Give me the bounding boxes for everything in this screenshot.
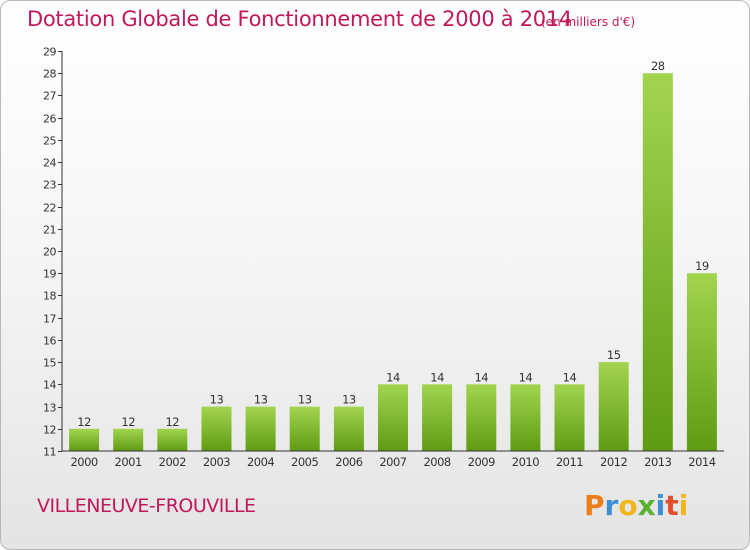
bar-data-label: 14 [430,370,444,384]
bar-data-label: 14 [386,370,400,384]
bar [422,384,453,451]
bar-data-label: 12 [77,415,91,429]
x-tick-label: 2004 [247,455,274,469]
x-tick-label: 2011 [556,455,583,469]
x-tick-label: 2006 [335,455,362,469]
y-tick-label: 28 [43,68,56,81]
y-tick-label: 24 [43,157,56,170]
x-tick-label: 2002 [159,455,186,469]
bar-data-label: 12 [165,415,179,429]
bar [554,384,585,451]
y-tick-label: 11 [43,446,56,459]
bar [157,428,188,451]
bar-data-label: 13 [210,393,224,407]
x-tick-label: 2008 [423,455,450,469]
y-tick-label: 25 [43,135,56,148]
y-tick-label: 29 [43,46,56,59]
x-tick-label: 2007 [379,455,406,469]
x-tick-label: 2000 [70,455,97,469]
y-tick-label: 22 [43,202,56,215]
y-tick-label: 27 [43,90,56,103]
bar [333,406,364,451]
bar [598,362,629,451]
bar-data-label: 14 [474,370,488,384]
y-tick-label: 26 [43,113,56,126]
x-tick-label: 2010 [512,455,539,469]
bar [245,406,276,451]
y-tick-label: 16 [43,335,56,348]
chart-subtitle: (en milliers d'€) [541,15,636,29]
x-tick-label: 2001 [115,455,142,469]
proxiti-logo: Proxiti [584,489,689,522]
y-tick-label: 14 [43,379,56,392]
y-tick-label: 19 [43,268,56,281]
bar-data-label: 13 [298,393,312,407]
y-tick-label: 18 [43,290,56,303]
x-tick-label: 2013 [644,455,671,469]
bars: 12 12 12 13 13 13 13 14 14 14 14 14 15 28 19 [69,59,717,451]
x-tick-label: 2005 [291,455,318,469]
x-tick-label: 2009 [468,455,495,469]
x-tick-label: 2014 [688,455,715,469]
bar-data-label: 12 [121,415,135,429]
bar-data-label: 19 [695,259,709,273]
y-tick-label: 12 [43,424,56,437]
bar [642,73,673,451]
bar-data-label: 14 [563,370,577,384]
commune-name: VILLENEUVE-FROUVILLE [37,495,256,517]
x-tick-label: 2003 [203,455,230,469]
bar-data-label: 13 [342,393,356,407]
x-tick-label: 2012 [600,455,627,469]
bar [466,384,497,451]
bar [69,428,100,451]
y-tick-label: 20 [43,246,56,259]
bar-data-label: 14 [519,370,533,384]
y-tick-label: 23 [43,179,56,192]
chart-title: Dotation Globale de Fonctionnement de 20… [27,7,572,31]
bar [113,428,144,451]
y-tick-label: 21 [43,224,56,237]
bar [510,384,541,451]
bar [378,384,408,451]
bar-data-label: 28 [651,59,665,73]
bar [201,406,232,451]
y-axis: 11 12 13 14 15 16 17 18 19 20 21 22 23 24 25 26 27 28 29 [43,46,63,459]
y-tick-label: 15 [43,357,56,370]
y-tick-label: 13 [43,402,56,415]
bar-data-label: 15 [607,348,621,362]
bar [686,273,717,451]
x-axis: 2000 2001 2002 2003 2004 2005 2006 2007 2008 2009… [62,450,724,469]
bar [289,406,320,451]
bar-data-label: 13 [254,393,268,407]
y-tick-label: 17 [43,313,56,326]
